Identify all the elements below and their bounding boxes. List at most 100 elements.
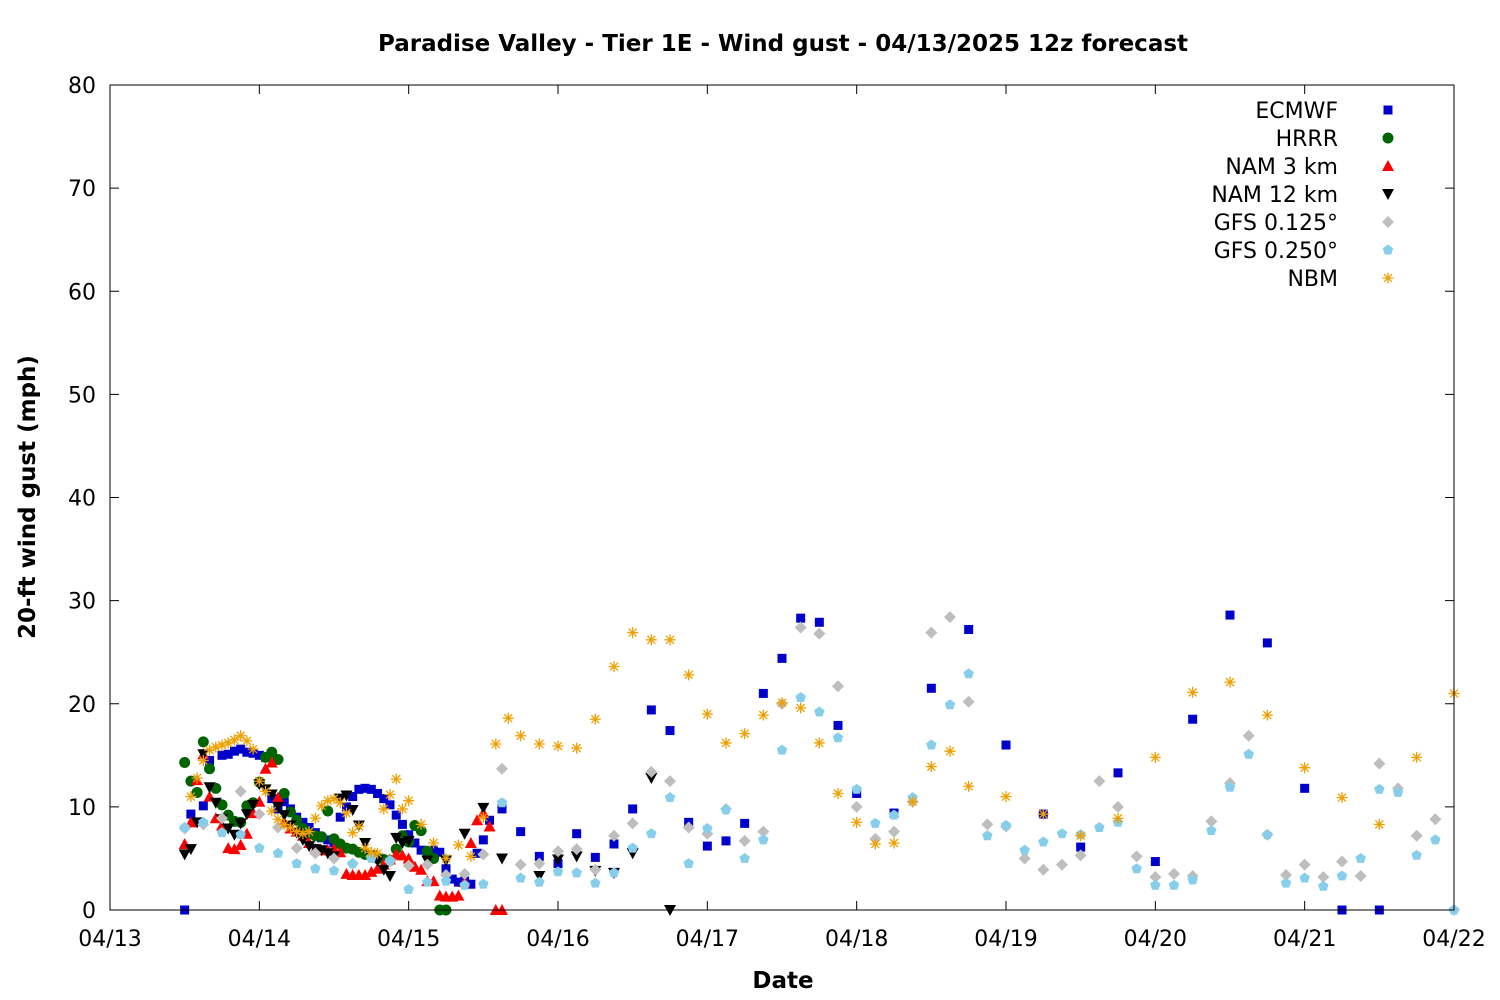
data-point bbox=[1094, 822, 1105, 832]
data-point bbox=[247, 743, 259, 755]
data-point bbox=[516, 827, 526, 837]
data-point bbox=[315, 845, 328, 857]
data-point bbox=[534, 876, 545, 887]
data-point bbox=[240, 809, 253, 821]
data-point bbox=[944, 745, 956, 757]
data-point bbox=[346, 804, 359, 816]
series-gfs-0-250- bbox=[179, 668, 1460, 915]
data-point bbox=[223, 749, 233, 759]
data-point bbox=[1056, 858, 1068, 871]
data-point bbox=[254, 842, 265, 853]
data-point bbox=[322, 805, 334, 817]
data-point bbox=[1093, 775, 1106, 788]
data-point bbox=[1056, 828, 1068, 839]
data-point bbox=[1225, 610, 1235, 620]
data-point bbox=[1188, 714, 1198, 724]
data-point bbox=[832, 732, 844, 743]
data-point bbox=[1130, 850, 1143, 863]
data-point bbox=[354, 784, 364, 794]
data-point bbox=[497, 804, 507, 814]
data-point bbox=[1150, 857, 1160, 867]
data-point bbox=[478, 835, 488, 845]
data-point bbox=[322, 795, 334, 807]
data-point bbox=[379, 794, 389, 804]
data-point bbox=[626, 817, 639, 830]
data-point bbox=[777, 653, 787, 663]
data-point bbox=[453, 877, 463, 887]
data-point bbox=[265, 789, 278, 801]
data-point bbox=[242, 747, 252, 757]
data-point bbox=[390, 832, 403, 844]
data-point bbox=[795, 702, 807, 714]
data-point bbox=[515, 872, 526, 883]
data-point bbox=[1429, 813, 1442, 826]
data-point bbox=[272, 753, 284, 765]
data-point bbox=[515, 730, 527, 742]
data-point bbox=[377, 864, 390, 876]
data-point bbox=[1374, 783, 1385, 794]
data-point bbox=[477, 802, 490, 814]
x-tick-label: 04/19 bbox=[974, 927, 1037, 952]
data-point bbox=[284, 806, 296, 818]
data-point bbox=[204, 763, 216, 775]
data-point bbox=[222, 823, 235, 835]
data-point bbox=[278, 810, 291, 822]
data-point bbox=[664, 792, 676, 803]
data-point bbox=[217, 750, 227, 760]
data-point bbox=[739, 728, 751, 740]
data-point bbox=[272, 791, 284, 803]
data-point bbox=[184, 844, 197, 856]
data-point bbox=[360, 783, 370, 793]
legend-marker bbox=[1382, 272, 1394, 284]
data-point bbox=[1019, 844, 1030, 855]
data-point bbox=[321, 848, 334, 860]
data-point bbox=[197, 754, 209, 766]
data-point bbox=[485, 815, 495, 825]
data-point bbox=[428, 837, 440, 849]
data-point bbox=[353, 820, 365, 832]
data-point bbox=[1206, 825, 1217, 836]
data-point bbox=[944, 699, 956, 710]
data-point bbox=[309, 847, 322, 860]
data-point bbox=[571, 867, 582, 878]
data-point bbox=[1299, 872, 1310, 883]
data-point bbox=[1037, 808, 1049, 820]
data-point bbox=[571, 742, 583, 754]
data-point bbox=[341, 802, 351, 812]
data-point bbox=[328, 852, 340, 865]
data-point bbox=[209, 797, 222, 809]
data-point bbox=[590, 877, 601, 888]
data-point bbox=[1187, 874, 1198, 885]
data-point bbox=[435, 847, 445, 857]
data-point bbox=[347, 827, 359, 839]
data-point bbox=[850, 800, 863, 813]
data-point bbox=[1149, 751, 1161, 763]
data-point bbox=[1149, 871, 1162, 883]
x-tick-label: 04/21 bbox=[1273, 927, 1336, 952]
data-point bbox=[235, 730, 247, 742]
legend-label: NBM bbox=[1287, 267, 1338, 292]
data-point bbox=[514, 858, 527, 871]
data-point bbox=[296, 834, 309, 846]
data-point bbox=[758, 834, 769, 845]
data-point bbox=[962, 695, 975, 708]
data-point bbox=[814, 706, 825, 717]
data-point bbox=[396, 803, 408, 815]
data-point bbox=[210, 741, 222, 753]
data-point bbox=[720, 737, 732, 749]
data-point bbox=[465, 850, 477, 862]
data-point bbox=[796, 613, 806, 623]
data-point bbox=[416, 845, 426, 855]
data-point bbox=[278, 818, 290, 830]
legend-marker bbox=[1382, 244, 1394, 255]
data-point bbox=[888, 837, 900, 849]
data-point bbox=[1001, 740, 1011, 750]
legend-marker bbox=[1382, 189, 1394, 200]
x-tick-label: 04/16 bbox=[526, 927, 589, 952]
data-point bbox=[234, 839, 247, 851]
data-point bbox=[191, 786, 203, 798]
data-point bbox=[466, 879, 476, 889]
data-point bbox=[373, 788, 383, 798]
data-point bbox=[205, 755, 215, 765]
